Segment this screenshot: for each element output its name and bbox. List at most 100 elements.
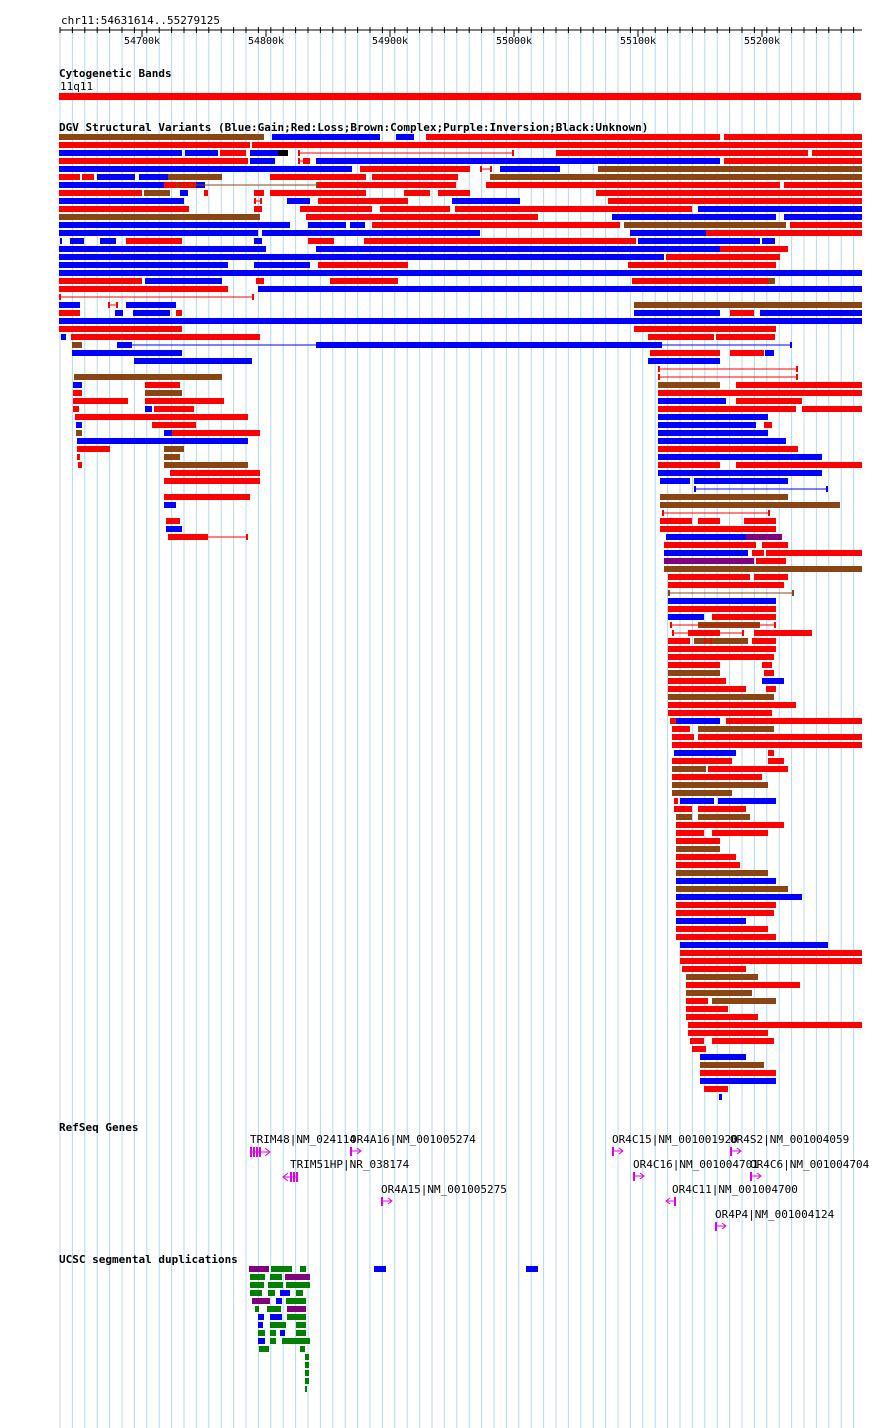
variant-bar[interactable] (676, 718, 720, 724)
variant-bar[interactable] (185, 150, 218, 156)
variant-bar[interactable] (756, 558, 786, 564)
variant-bar[interactable] (730, 350, 764, 356)
variant-end[interactable] (108, 302, 110, 308)
variant-end[interactable] (204, 190, 206, 196)
variant-end[interactable] (774, 622, 776, 628)
variant-bar[interactable] (164, 494, 250, 500)
variant-bar[interactable] (668, 606, 776, 612)
segdup-bar[interactable] (270, 1338, 276, 1344)
variant-bar[interactable] (660, 526, 776, 532)
variant-bar[interactable] (676, 886, 788, 892)
variant-bar[interactable] (556, 150, 808, 156)
variant-bar[interactable] (59, 262, 228, 268)
variant-bar[interactable] (812, 150, 862, 156)
variant-bar[interactable] (145, 398, 224, 404)
variant-bar[interactable] (258, 286, 862, 292)
variant-bar[interactable] (634, 326, 776, 332)
variant-bar[interactable] (666, 254, 780, 260)
variant-bar[interactable] (59, 254, 664, 260)
variant-bar[interactable] (765, 350, 774, 356)
variant-bar[interactable] (712, 614, 776, 620)
variant-end[interactable] (316, 342, 318, 348)
variant-bar[interactable] (698, 726, 774, 732)
variant-bar[interactable] (180, 190, 188, 196)
gene-label[interactable]: OR4S2|NM_001004059 (730, 1133, 850, 1146)
variant-bar[interactable] (262, 230, 480, 236)
variant-bar[interactable] (59, 158, 248, 164)
variant-bar[interactable] (764, 670, 774, 676)
variant-bar[interactable] (716, 334, 775, 340)
variant-bar[interactable] (719, 1094, 722, 1100)
segdup-bar[interactable] (300, 1346, 305, 1352)
variant-bar[interactable] (686, 974, 758, 980)
variant-bar[interactable] (426, 134, 720, 140)
variant-bar[interactable] (688, 1022, 862, 1028)
variant-bar[interactable] (145, 390, 182, 396)
variant-end[interactable] (704, 638, 706, 644)
segdup-bar[interactable] (286, 1282, 310, 1288)
segdup-bar[interactable] (268, 1282, 283, 1288)
variant-bar[interactable] (660, 518, 692, 524)
segdup-bar[interactable] (305, 1386, 307, 1392)
variant-bar[interactable] (668, 662, 720, 668)
variant-bar[interactable] (692, 1046, 706, 1052)
variant-end[interactable] (768, 510, 770, 516)
variant-bar[interactable] (254, 238, 262, 244)
variant-bar[interactable] (648, 358, 720, 364)
variant-bar[interactable] (77, 446, 110, 452)
variant-bar[interactable] (706, 230, 862, 236)
variant-end[interactable] (658, 374, 660, 380)
variant-bar[interactable] (668, 686, 746, 692)
variant-bar[interactable] (164, 502, 176, 508)
variant-end[interactable] (298, 150, 300, 156)
variant-bar[interactable] (698, 806, 746, 812)
variant-bar[interactable] (168, 174, 222, 180)
variant-bar[interactable] (672, 742, 862, 748)
variant-bar[interactable] (658, 446, 798, 452)
variant-bar[interactable] (698, 206, 862, 212)
variant-bar[interactable] (668, 702, 796, 708)
variant-end[interactable] (660, 342, 662, 348)
segdup-bar[interactable] (296, 1330, 306, 1336)
variant-end[interactable] (260, 198, 262, 204)
variant-bar[interactable] (59, 286, 228, 292)
variant-bar[interactable] (59, 166, 352, 172)
variant-bar[interactable] (316, 246, 720, 252)
variant-bar[interactable] (680, 950, 862, 956)
segdup-bar[interactable] (296, 1290, 303, 1296)
variant-bar[interactable] (752, 638, 776, 644)
variant-bar[interactable] (287, 198, 310, 204)
variant-bar[interactable] (744, 518, 776, 524)
variant-bar[interactable] (126, 302, 176, 308)
variant-bar[interactable] (73, 398, 128, 404)
variant-bar[interactable] (668, 614, 704, 620)
variant-bar[interactable] (254, 206, 262, 212)
variant-bar[interactable] (59, 190, 142, 196)
variant-bar[interactable] (486, 182, 780, 188)
variant-bar[interactable] (680, 958, 862, 964)
variant-bar[interactable] (736, 382, 862, 388)
variant-bar[interactable] (628, 262, 776, 268)
variant-bar[interactable] (117, 342, 130, 348)
segdup-bar[interactable] (255, 1306, 259, 1312)
variant-bar[interactable] (59, 270, 862, 276)
variant-bar[interactable] (668, 710, 772, 716)
segdup-bar[interactable] (526, 1266, 538, 1272)
variant-bar[interactable] (164, 462, 248, 468)
variant-bar[interactable] (676, 830, 704, 836)
variant-end[interactable] (790, 342, 792, 348)
variant-bar[interactable] (730, 310, 754, 316)
variant-bar[interactable] (672, 766, 706, 772)
variant-bar[interactable] (700, 1070, 776, 1076)
variant-bar[interactable] (270, 174, 366, 180)
variant-bar[interactable] (672, 734, 694, 740)
segdup-bar[interactable] (287, 1314, 306, 1320)
variant-bar[interactable] (270, 190, 366, 196)
gene-exon[interactable] (296, 1172, 298, 1182)
variant-bar[interactable] (724, 158, 862, 164)
segdup-bar[interactable] (250, 1290, 262, 1296)
gene-label[interactable]: OR4C15|NM_001001920 (612, 1133, 738, 1146)
variant-bar[interactable] (598, 166, 862, 172)
variant-bar[interactable] (638, 238, 760, 244)
